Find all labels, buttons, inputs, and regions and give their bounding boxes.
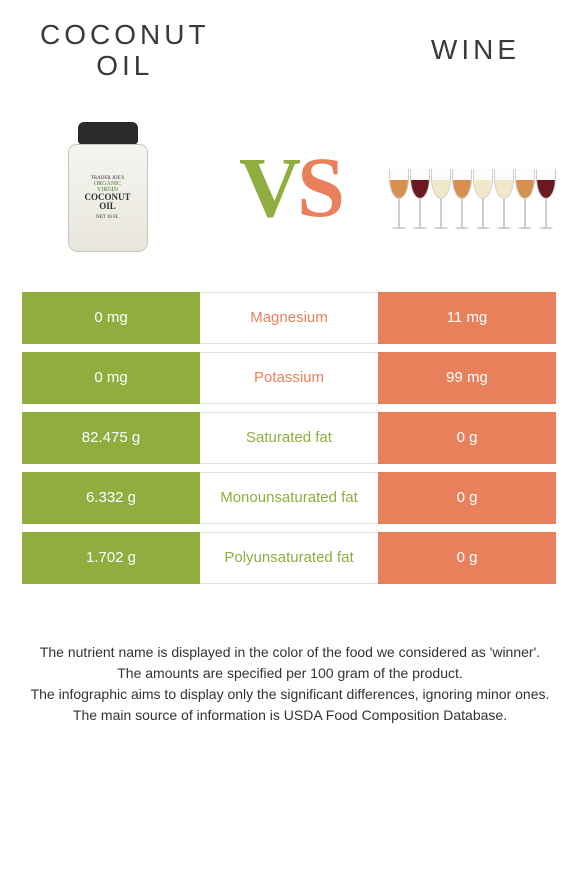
- value-left: 0 mg: [22, 352, 200, 404]
- title-left-line1: COCONUT: [40, 20, 210, 51]
- wine-glass-icon: [515, 169, 535, 237]
- vs-text: VS: [239, 137, 341, 237]
- wine-glass-icon: [536, 169, 556, 237]
- value-right: 0 g: [378, 532, 556, 584]
- value-left: 1.702 g: [22, 532, 200, 584]
- footer-line: The main source of information is USDA F…: [20, 705, 560, 726]
- value-right: 11 mg: [378, 292, 556, 344]
- wine-glass-icon: [452, 169, 472, 237]
- title-right: WINE: [431, 35, 520, 66]
- jar-icon: TRADER JOE'S ORGANIC VIRGIN COCONUT OIL …: [68, 122, 148, 252]
- title-left: COCONUT OIL: [40, 20, 210, 82]
- table-row: 0 mgPotassium99 mg: [22, 352, 558, 404]
- table-row: 82.475 gSaturated fat0 g: [22, 412, 558, 464]
- wine-glass-icon: [494, 169, 514, 237]
- value-right: 0 g: [378, 412, 556, 464]
- table-row: 1.702 gPolyunsaturated fat0 g: [22, 532, 558, 584]
- wine-glass-icon: [389, 169, 409, 237]
- vs-s: S: [297, 139, 341, 235]
- wine-glass-icon: [410, 169, 430, 237]
- value-left: 82.475 g: [22, 412, 200, 464]
- nutrient-label: Magnesium: [200, 292, 378, 344]
- visual-row: TRADER JOE'S ORGANIC VIRGIN COCONUT OIL …: [0, 92, 580, 292]
- header: COCONUT OIL WINE: [0, 0, 580, 92]
- footer-line: The infographic aims to display only the…: [20, 684, 560, 705]
- wine-glass-icon: [431, 169, 451, 237]
- nutrient-label: Monounsaturated fat: [200, 472, 378, 524]
- footer-notes: The nutrient name is displayed in the co…: [0, 592, 580, 726]
- table-row: 0 mgMagnesium11 mg: [22, 292, 558, 344]
- vs-v: V: [239, 139, 297, 235]
- value-left: 0 mg: [22, 292, 200, 344]
- nutrient-label: Saturated fat: [200, 412, 378, 464]
- value-right: 0 g: [378, 472, 556, 524]
- coconut-oil-image: TRADER JOE'S ORGANIC VIRGIN COCONUT OIL …: [20, 102, 195, 272]
- footer-line: The nutrient name is displayed in the co…: [20, 642, 560, 663]
- wine-glass-icon: [473, 169, 493, 237]
- footer-line: The amounts are specified per 100 gram o…: [20, 663, 560, 684]
- nutrient-label: Polyunsaturated fat: [200, 532, 378, 584]
- title-left-line2: OIL: [40, 51, 210, 82]
- table-row: 6.332 gMonounsaturated fat0 g: [22, 472, 558, 524]
- value-right: 99 mg: [378, 352, 556, 404]
- comparison-table: 0 mgMagnesium11 mg0 mgPotassium99 mg82.4…: [0, 292, 580, 584]
- wine-image: [385, 102, 560, 272]
- nutrient-label: Potassium: [200, 352, 378, 404]
- value-left: 6.332 g: [22, 472, 200, 524]
